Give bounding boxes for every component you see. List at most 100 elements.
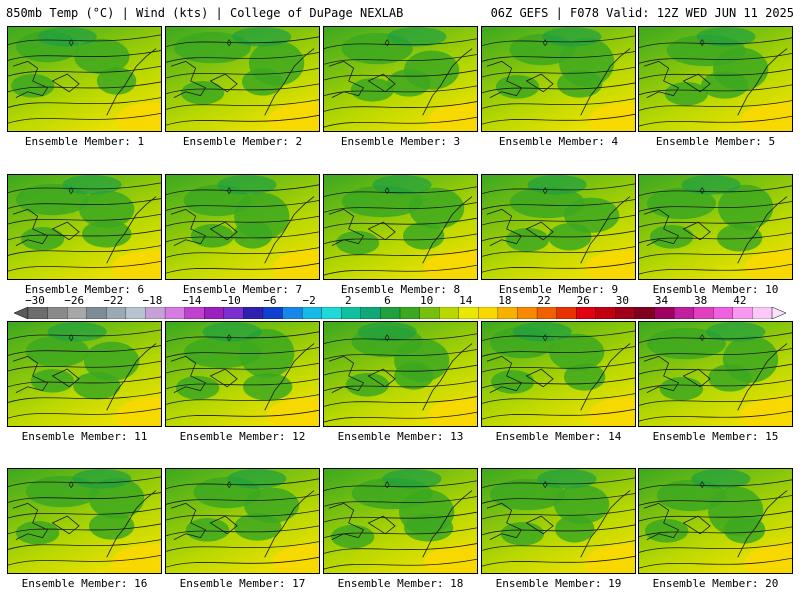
ensemble-member-label: Ensemble Member: 11 [21,430,148,443]
temperature-map [165,321,320,427]
temperature-map [323,321,478,427]
ensemble-member-label: Ensemble Member: 12 [179,430,306,443]
colorbar-tick-label: −14 [181,294,202,307]
colorbar-swatch [106,307,127,319]
ensemble-member-label: Ensemble Member: 6 [24,283,145,296]
ensemble-panel: Ensemble Member: 13 [323,321,478,443]
colorbar-tick-label: 30 [615,294,629,307]
colorbar-tick-label: −6 [263,294,277,307]
colorbar-tick-label: 18 [498,294,512,307]
header-title-left: 850mb Temp (°C) | Wind (kts) | College o… [6,6,404,20]
colorbar-swatch [27,307,49,319]
colorbar-swatch [223,307,244,319]
colorbar-swatch [517,307,538,319]
colorbar-swatch [380,307,401,319]
ensemble-member-label: Ensemble Member: 15 [652,430,779,443]
colorbar-swatch [204,307,225,319]
ensemble-member-label: Ensemble Member: 8 [340,283,461,296]
temperature-map [7,321,162,427]
ensemble-member-label: Ensemble Member: 19 [495,577,622,590]
colorbar-swatch [360,307,381,319]
colorbar-right-arrow [771,307,787,319]
colorbar-swatch [654,307,675,319]
ensemble-panel: Ensemble Member: 7 [165,174,320,296]
ensemble-panel: Ensemble Member: 12 [165,321,320,443]
colorbar-tick-labels: −30 −26 −22 −18 −14 −10 −6 −2 2 6 10 14 18 22 26 30 34 38… [0,294,800,307]
colorbar-swatch [125,307,146,319]
colorbar-swatch [595,307,616,319]
colorbar-swatch [713,307,734,319]
colorbar-tick-label: −22 [103,294,124,307]
temperature-map [638,174,793,280]
colorbar-swatch [439,307,460,319]
colorbar-tick-label: 14 [459,294,473,307]
colorbar-tick-label: 34 [654,294,669,307]
colorbar-swatch [262,307,283,319]
temperature-map [323,468,478,574]
colorbar-swatch [615,307,636,319]
colorbar-swatch [419,307,440,319]
ensemble-panel: Ensemble Member: 20 [638,468,793,590]
colorbar-tick-label: 42 [733,294,747,307]
ensemble-member-label: Ensemble Member: 4 [498,135,619,148]
colorbar-swatch [47,307,68,319]
colorbar-scale [13,307,787,319]
temperature-map [323,26,478,132]
temperature-map [638,468,793,574]
colorbar-left-arrow [13,307,29,319]
colorbar-swatch [67,307,88,319]
temperature-map [7,26,162,132]
temperature-map [323,174,478,280]
colorbar-swatch [693,307,714,319]
header: 850mb Temp (°C) | Wind (kts) | College o… [0,0,800,22]
colorbar-tick-label: 2 [344,294,352,307]
colorbar-swatch [673,307,695,319]
colorbar-tick-label: 6 [384,294,391,307]
colorbar-swatch [301,307,323,319]
colorbar-swatch [164,307,186,319]
colorbar-tick-label: 38 [694,294,708,307]
temperature-map [638,26,793,132]
ensemble-member-label: Ensemble Member: 3 [340,135,461,148]
ensemble-member-label: Ensemble Member: 2 [182,135,303,148]
ensemble-member-label: Ensemble Member: 16 [21,577,148,590]
colorbar-swatch [752,307,773,319]
ensemble-member-label: Ensemble Member: 9 [498,283,619,296]
colorbar-swatch [458,307,479,319]
colorbar-swatch [732,307,753,319]
colorbar-swatch [282,307,303,319]
colorbar-tick-label: 26 [576,294,590,307]
colorbar-tick-label: −10 [220,294,241,307]
temperature-map [7,174,162,280]
ensemble-panel: Ensemble Member: 19 [481,468,636,590]
colorbar-swatch [478,307,499,319]
ensemble-panel: Ensemble Member: 16 [7,468,162,590]
ensemble-panel: Ensemble Member: 9 [481,174,636,296]
colorbar-tick-label: −18 [142,294,163,307]
ensemble-panel: Ensemble Member: 8 [323,174,478,296]
colorbar-swatch [184,307,205,319]
header-title-right: 06Z GEFS | F078 Valid: 12Z WED JUN 11 20… [490,6,794,20]
ensemble-panel: Ensemble Member: 3 [323,26,478,148]
colorbar-swatch [243,307,264,319]
temperature-colorbar: −30 −26 −22 −18 −14 −10 −6 −2 2 6 10 14 18 22 26 30 34 38… [0,294,800,320]
temperature-map [481,321,636,427]
ensemble-panel: Ensemble Member: 2 [165,26,320,148]
ensemble-panel: Ensemble Member: 5 [638,26,793,148]
colorbar-swatch [634,307,655,319]
colorbar-tick-label: 10 [419,294,434,307]
ensemble-panel: Ensemble Member: 1 [7,26,162,148]
temperature-map [481,26,636,132]
ensemble-member-label: Ensemble Member: 13 [337,430,464,443]
colorbar-swatch [321,307,342,319]
temperature-map [638,321,793,427]
ensemble-member-label: Ensemble Member: 1 [24,135,145,148]
colorbar-tick-label: −2 [302,294,316,307]
colorbar-swatch [556,307,577,319]
colorbar-swatch [86,307,107,319]
colorbar-swatch [497,307,518,319]
colorbar-tick-label: −30 [25,294,45,307]
temperature-map [165,26,320,132]
temperature-map [481,174,636,280]
ensemble-panel: Ensemble Member: 6 [7,174,162,296]
